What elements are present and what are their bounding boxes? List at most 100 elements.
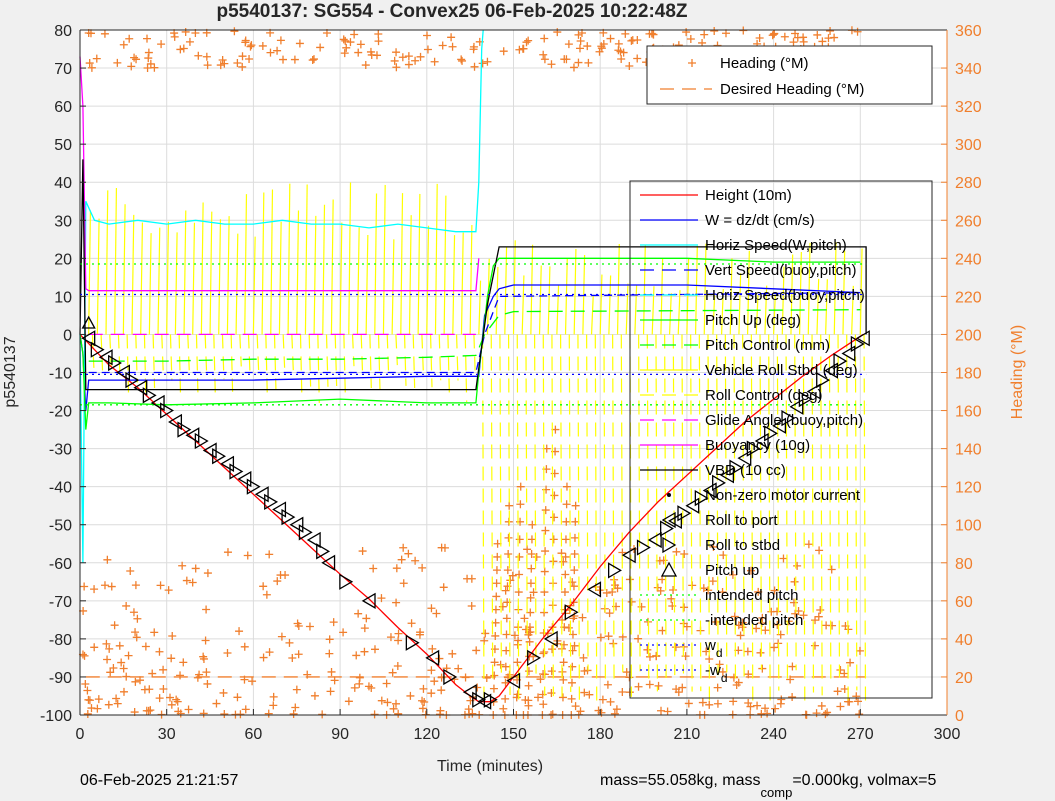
heading-point <box>124 651 133 660</box>
roll-spike <box>400 193 404 335</box>
roll-to-stbd-marker <box>746 440 761 457</box>
roll-control-spike <box>282 334 286 368</box>
heading-point <box>342 43 351 52</box>
roll-to-stbd-marker <box>636 539 651 556</box>
heading-point <box>524 681 533 690</box>
roll-markers <box>81 315 870 710</box>
heading-point <box>746 702 755 711</box>
heading-point <box>100 581 109 590</box>
heading-point <box>527 564 536 573</box>
series-vert-speed-buoy-pitch- <box>88 291 861 374</box>
roll-spike <box>530 244 534 335</box>
heading-point <box>427 604 436 613</box>
heading-point <box>191 564 200 573</box>
legend-heading-label: Desired Heading (°M) <box>720 81 864 98</box>
heading-point <box>579 653 588 662</box>
y-tick-label: -60 <box>49 556 72 573</box>
heading-point <box>329 618 338 627</box>
roll-to-stbd-marker <box>212 448 227 465</box>
roll-control-spike <box>152 334 156 389</box>
heading-point <box>618 687 627 696</box>
y2-tick-label: 220 <box>955 289 982 306</box>
heading-point <box>515 570 524 579</box>
y-tick-label: 0 <box>63 327 72 344</box>
y2-tick-label: 200 <box>955 327 982 344</box>
heading-point <box>354 48 363 57</box>
heading-point <box>423 31 432 40</box>
roll-control-spike <box>785 334 789 683</box>
roll-spike <box>426 225 430 335</box>
roll-control-spike <box>256 334 260 371</box>
heading-point <box>399 543 408 552</box>
roll-control-spike <box>395 334 398 366</box>
x-tick-label: 60 <box>245 726 263 743</box>
roll-spike <box>122 204 126 335</box>
heading-point <box>758 664 767 673</box>
heading-point <box>491 605 500 614</box>
heading-point <box>504 533 513 542</box>
heading-point <box>525 637 534 646</box>
heading-point <box>132 55 141 64</box>
heading-point <box>516 500 525 509</box>
heading-point <box>527 549 536 558</box>
legend-label: Pitch Up (deg) <box>705 312 801 329</box>
heading-point <box>168 631 177 640</box>
heading-point <box>374 30 383 39</box>
footer-mass-info: mass=55.058kg, masscomp=0.000kg, volmax=… <box>600 772 936 800</box>
heading-point <box>248 677 257 686</box>
heading-point <box>370 710 379 719</box>
heading-point <box>330 676 339 685</box>
heading-point <box>595 586 604 595</box>
heading-point <box>411 56 420 65</box>
heading-point <box>562 55 571 64</box>
roll-control-spike <box>560 334 563 697</box>
legend-label: Vert Speed(buoy,pitch) <box>705 262 856 279</box>
heading-point <box>416 52 425 61</box>
heading-point <box>392 48 401 57</box>
roll-control-spike <box>308 334 312 387</box>
heading-point <box>179 44 188 53</box>
heading-point <box>680 550 689 559</box>
heading-point <box>540 55 549 64</box>
heading-point <box>599 39 608 48</box>
heading-point <box>354 609 363 618</box>
heading-point <box>502 614 511 623</box>
heading-point <box>199 709 208 718</box>
x-tick-label: 120 <box>413 726 440 743</box>
heading-point <box>524 696 533 705</box>
x-tick-label: 150 <box>500 726 527 743</box>
heading-point <box>355 673 364 682</box>
heading-point <box>489 684 498 693</box>
heading-point <box>540 567 549 576</box>
heading-point <box>513 658 522 667</box>
heading-point <box>609 639 618 648</box>
roll-control-spike <box>638 334 641 672</box>
heading-point <box>752 624 761 633</box>
heading-point <box>481 629 490 638</box>
heading-point <box>131 581 140 590</box>
heading-point <box>574 30 583 39</box>
heading-point <box>140 685 149 694</box>
heading-point <box>634 634 643 643</box>
heading-point <box>647 29 656 38</box>
heading-point <box>230 27 239 36</box>
heading-point <box>364 682 373 691</box>
roll-to-port-marker <box>168 413 183 431</box>
roll-to-stbd-marker <box>472 691 487 708</box>
heading-point <box>258 41 267 50</box>
y-tick-label: 50 <box>54 137 72 154</box>
heading-point <box>532 552 541 561</box>
heading-point <box>734 678 743 687</box>
heading-point <box>777 695 786 704</box>
roll-control-spike <box>603 334 607 687</box>
roll-to-port-marker <box>587 581 602 598</box>
heading-point <box>746 566 755 575</box>
heading-point <box>674 688 683 697</box>
heading-point <box>326 687 335 696</box>
roll-control-spike <box>863 334 867 707</box>
heading-point <box>643 645 652 654</box>
y2-tick-label: 320 <box>955 99 982 116</box>
footer-timestamp: 06-Feb-2025 21:21:57 <box>80 772 239 789</box>
heading-point <box>713 683 722 692</box>
heading-point <box>411 556 420 565</box>
